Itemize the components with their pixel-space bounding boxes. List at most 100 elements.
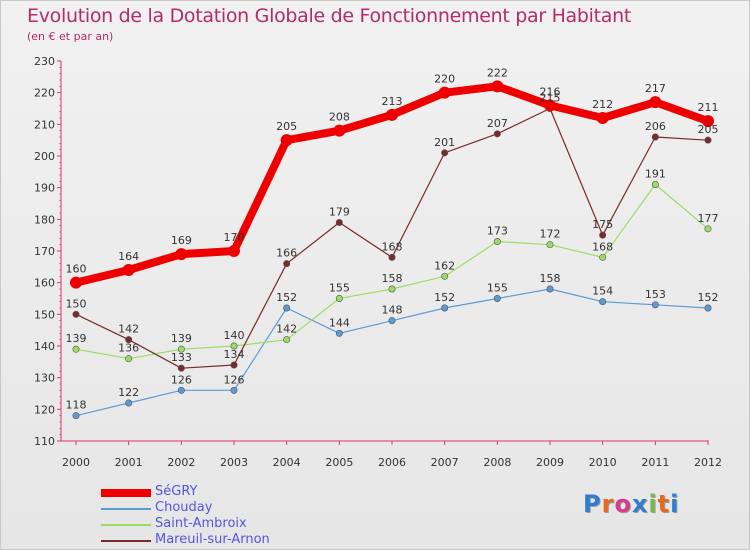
- data-point-chouday: [335, 329, 343, 337]
- data-label-saint-ambroix: 136: [118, 342, 139, 355]
- x-tick-label: 2008: [483, 456, 511, 469]
- data-label-chouday: 158: [540, 272, 561, 285]
- y-tick-label: 210: [34, 118, 55, 131]
- x-tick-label: 2003: [220, 456, 248, 469]
- data-label-mareuil-sur-arnon: 206: [645, 120, 666, 133]
- data-point-mareuil-sur-arnon: [388, 253, 396, 261]
- data-label-s-gry: 212: [592, 98, 613, 111]
- data-point-chouday: [177, 386, 185, 394]
- data-label-s-gry: 213: [382, 95, 403, 108]
- data-point-s-gry: [122, 264, 135, 276]
- data-label-s-gry: 211: [698, 101, 719, 114]
- data-point-s-gry: [333, 124, 346, 137]
- data-label-chouday: 144: [329, 316, 350, 329]
- x-tick-label: 2009: [536, 456, 564, 469]
- data-label-mareuil-sur-arnon: 205: [698, 123, 719, 136]
- data-point-chouday: [388, 317, 396, 325]
- data-label-saint-ambroix: 140: [224, 329, 245, 342]
- data-label-mareuil-sur-arnon: 168: [382, 240, 403, 253]
- data-point-saint-ambroix: [335, 294, 343, 302]
- data-label-chouday: 152: [434, 291, 455, 304]
- chart-legend: SéGRY Chouday Saint-Ambroix Mareuil-sur-…: [101, 484, 401, 549]
- y-tick-label: 200: [34, 150, 55, 163]
- y-tick-label: 230: [34, 55, 55, 68]
- data-point-saint-ambroix: [283, 336, 291, 344]
- data-point-s-gry: [70, 276, 82, 289]
- data-label-saint-ambroix: 162: [434, 259, 455, 272]
- x-tick-label: 2012: [694, 456, 722, 469]
- data-label-mareuil-sur-arnon: 215: [540, 92, 561, 105]
- data-label-chouday: 148: [382, 304, 403, 317]
- legend-item: Mareuil-sur-Arnon: [101, 532, 401, 549]
- legend-label: Saint-Ambroix: [155, 516, 247, 531]
- data-point-chouday: [493, 294, 501, 302]
- data-point-saint-ambroix: [230, 342, 238, 350]
- data-label-chouday: 153: [645, 288, 666, 301]
- y-tick-label: 180: [34, 213, 55, 226]
- data-label-mareuil-sur-arnon: 175: [592, 218, 613, 231]
- legend-swatch-saint-ambroix: [101, 524, 151, 526]
- legend-label: SéGRY: [155, 484, 198, 499]
- data-point-s-gry: [491, 80, 504, 93]
- data-point-saint-ambroix: [441, 272, 449, 280]
- x-tick-label: 2007: [431, 456, 459, 469]
- legend-swatch-chouday: [101, 508, 151, 510]
- chart-series-lines: [70, 80, 714, 420]
- data-label-s-gry: 220: [434, 73, 455, 86]
- data-point-mareuil-sur-arnon: [704, 136, 712, 144]
- data-label-chouday: 154: [592, 285, 613, 298]
- legend-item: Saint-Ambroix: [101, 516, 401, 533]
- data-label-saint-ambroix: 155: [329, 282, 350, 295]
- data-point-saint-ambroix: [388, 285, 396, 293]
- proxiti-logo: Proxiti: [583, 490, 680, 518]
- data-label-mareuil-sur-arnon: 201: [434, 136, 455, 149]
- data-label-s-gry: 170: [224, 231, 245, 244]
- data-label-saint-ambroix: 191: [645, 168, 666, 181]
- data-label-chouday: 155: [487, 282, 508, 295]
- data-label-s-gry: 216: [540, 85, 561, 98]
- data-point-saint-ambroix: [125, 355, 133, 363]
- y-tick-label: 140: [34, 340, 55, 353]
- data-label-mareuil-sur-arnon: 133: [171, 351, 192, 364]
- data-label-s-gry: 164: [118, 250, 139, 263]
- y-tick-label: 120: [34, 403, 55, 416]
- data-point-mareuil-sur-arnon: [125, 336, 133, 344]
- data-point-s-gry: [280, 134, 293, 147]
- data-point-mareuil-sur-arnon: [72, 310, 80, 318]
- data-point-chouday: [704, 304, 712, 312]
- data-point-s-gry: [386, 108, 398, 121]
- data-point-mareuil-sur-arnon: [335, 219, 343, 227]
- y-tick-label: 220: [34, 87, 55, 100]
- data-label-chouday: 152: [276, 291, 297, 304]
- data-label-mareuil-sur-arnon: 134: [224, 348, 245, 361]
- legend-item: Chouday: [101, 500, 401, 517]
- data-point-saint-ambroix: [72, 345, 80, 353]
- x-tick-label: 2002: [167, 456, 195, 469]
- data-point-s-gry: [544, 99, 556, 112]
- data-label-s-gry: 208: [329, 111, 350, 124]
- x-tick-label: 2004: [273, 456, 301, 469]
- data-label-s-gry: 222: [487, 66, 508, 79]
- x-tick-label: 2011: [641, 456, 669, 469]
- data-point-chouday: [125, 399, 133, 407]
- legend-item: SéGRY: [101, 484, 401, 501]
- data-point-mareuil-sur-arnon: [283, 260, 291, 268]
- chart-title: Evolution de la Dotation Globale de Fonc…: [27, 5, 632, 27]
- data-point-s-gry: [228, 245, 240, 257]
- legend-label: Mareuil-sur-Arnon: [155, 532, 270, 547]
- y-tick-label: 190: [34, 182, 55, 195]
- data-label-saint-ambroix: 142: [276, 323, 297, 336]
- chart-axes: 110 120 130 140 150 160 170 180 190 200 210 220 230 2…: [34, 55, 722, 469]
- data-point-s-gry: [702, 115, 714, 128]
- data-point-s-gry: [175, 248, 188, 261]
- legend-label: Chouday: [155, 500, 213, 515]
- data-label-chouday: 118: [66, 399, 87, 412]
- data-point-mareuil-sur-arnon: [493, 130, 501, 138]
- data-label-chouday: 152: [698, 291, 719, 304]
- y-tick-label: 130: [34, 372, 55, 385]
- data-point-s-gry: [596, 112, 609, 124]
- data-label-saint-ambroix: 172: [540, 228, 561, 241]
- data-label-saint-ambroix: 173: [487, 225, 508, 238]
- data-label-saint-ambroix: 139: [171, 332, 192, 345]
- data-label-saint-ambroix: 177: [698, 212, 719, 225]
